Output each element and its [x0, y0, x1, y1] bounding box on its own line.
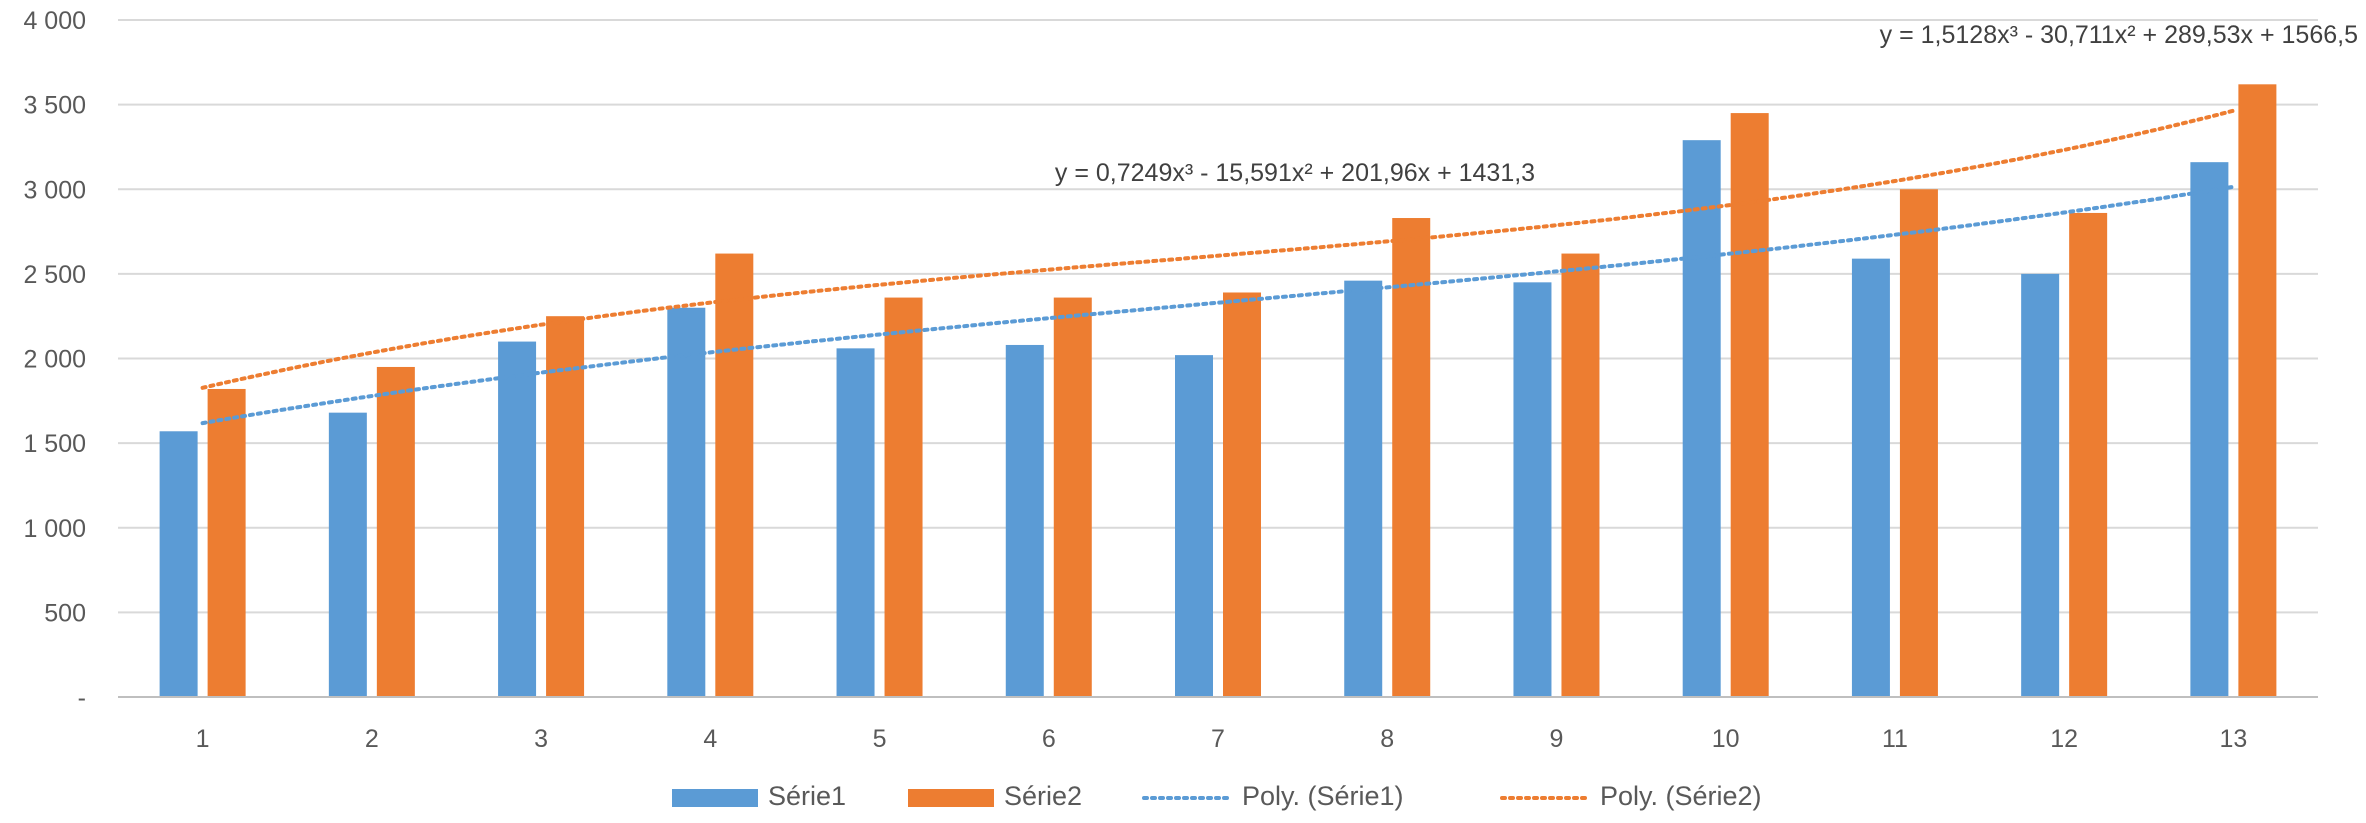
bar-1-2 — [328, 412, 367, 697]
bar-2-8 — [1392, 218, 1431, 697]
bar-2-5 — [884, 297, 923, 697]
legend-label-2: Série2 — [1004, 781, 1082, 811]
trendline-equation-2: y = 1,5128x³ - 30,711x² + 289,53x + 1566… — [1880, 21, 2358, 49]
bar-1-7 — [1175, 355, 1213, 697]
bar-2-13 — [2238, 84, 2277, 697]
x-axis-tick-labels: 1 2 3 4 5 6 7 8 9 10 11 12 13 — [196, 725, 2248, 753]
legend-swatch-2 — [908, 789, 994, 807]
bar-1-5 — [836, 348, 875, 697]
bar-1-10 — [1682, 140, 1721, 698]
legend-trend-label-1: Poly. (Série1) — [1242, 781, 1404, 811]
y-tick-label: 500 — [44, 599, 86, 627]
bar-2-9 — [1561, 253, 1600, 697]
legend-label-1: Série1 — [768, 781, 846, 811]
x-tick-label: 11 — [1882, 725, 1908, 753]
bar-1-1 — [159, 431, 198, 697]
legend-trend-label-2: Poly. (Série2) — [1600, 781, 1762, 811]
bar-1-6 — [1005, 344, 1044, 697]
legend: Série1 Série2 Poly. (Série1) Poly. (Série2) — [672, 781, 1762, 811]
bar-1-8 — [1344, 280, 1383, 697]
bar-2-3 — [546, 316, 585, 697]
x-tick-label: 3 — [534, 725, 548, 753]
y-tick-label: - — [78, 684, 86, 712]
bar-1-11 — [1851, 258, 1890, 697]
bar-2-11 — [1899, 189, 1938, 697]
bar-1-3 — [498, 341, 537, 697]
y-tick-label: 4 000 — [23, 7, 86, 35]
trendline-equations: y = 0,7249x³ - 15,591x² + 201,96x + 1431… — [1055, 21, 2358, 187]
bar-2-2 — [376, 366, 415, 697]
bars — [159, 84, 2277, 698]
x-tick-label: 8 — [1380, 725, 1394, 753]
x-tick-label: 12 — [2050, 725, 2078, 753]
trendline-2 — [200, 108, 2236, 390]
bar-2-10 — [1730, 113, 1769, 697]
x-tick-label: 6 — [1042, 725, 1056, 753]
y-tick-label: 1 000 — [23, 515, 86, 543]
x-tick-label: 1 — [196, 725, 210, 753]
x-tick-label: 13 — [2219, 725, 2247, 753]
x-tick-label: 7 — [1211, 725, 1225, 753]
y-tick-label: 2 000 — [23, 346, 86, 374]
bar-2-6 — [1053, 297, 1092, 697]
bar-1-4 — [667, 307, 706, 697]
y-tick-label: 3 000 — [23, 176, 86, 204]
trendline-equation-1: y = 0,7249x³ - 15,591x² + 201,96x + 1431… — [1055, 159, 1535, 187]
y-tick-label: 1 500 — [23, 430, 86, 458]
x-tick-label: 10 — [1712, 725, 1740, 753]
bar-1-12 — [2021, 273, 2060, 697]
bar-1-13 — [2190, 162, 2229, 698]
x-tick-label: 4 — [703, 725, 717, 753]
bar-2-7 — [1223, 292, 1261, 697]
x-tick-label: 5 — [873, 725, 887, 753]
y-axis-tick-labels: - 500 1 000 1 500 2 000 2 500 3 000 3 500 4 000 — [23, 7, 86, 712]
grid-lines — [118, 19, 2318, 614]
bar-2-1 — [207, 388, 246, 697]
trendlines — [200, 108, 2236, 426]
x-tick-label: 9 — [1550, 725, 1564, 753]
bar-2-4 — [715, 253, 754, 697]
x-tick-label: 2 — [365, 725, 379, 753]
bar-1-9 — [1513, 282, 1552, 697]
trendline-1 — [200, 184, 2236, 426]
bar-2-12 — [2069, 212, 2108, 697]
y-tick-label: 2 500 — [23, 261, 86, 289]
y-tick-label: 3 500 — [23, 92, 86, 120]
legend-swatch-1 — [672, 789, 758, 807]
